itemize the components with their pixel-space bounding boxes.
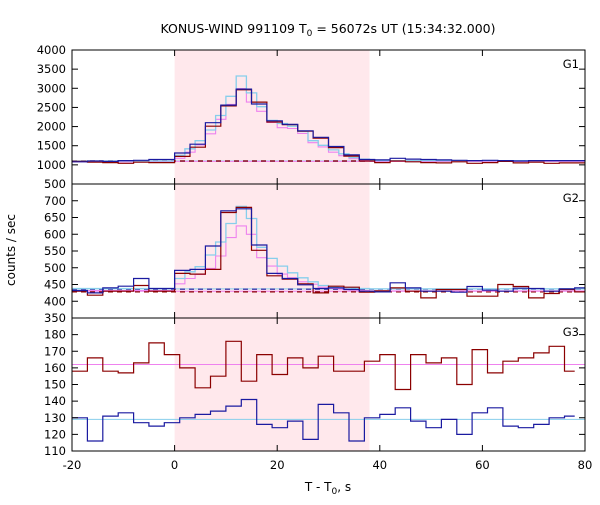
- panel-g2: 350 400 450 500 550 600 650 700 G2: [44, 183, 586, 325]
- y-tick-label: 450: [44, 278, 66, 292]
- y-tick-label: 3000: [37, 81, 66, 95]
- shaded-interval-g1: [174, 50, 370, 184]
- panel-label-g2: G2: [563, 191, 579, 205]
- y-tick-label: 110: [44, 444, 66, 458]
- y-tick-label: 140: [44, 394, 66, 408]
- y-tick-label: 4000: [37, 43, 66, 57]
- histogram-coarse-low: [72, 340, 575, 391]
- x-axis-label-main: T - T: [304, 480, 332, 494]
- y-tick-label: 170: [44, 344, 66, 358]
- panel-label-g3: G3: [563, 325, 579, 339]
- chart-title-rest: = 56072s UT (15:34:32.000): [312, 21, 495, 36]
- shaded-interval-g3: [174, 318, 370, 451]
- x-tick-label: 40: [372, 458, 387, 472]
- histogram-coarse-high: [72, 398, 575, 442]
- shaded-interval-g2: [174, 184, 370, 318]
- y-tick-label: 2500: [37, 100, 66, 114]
- histogram-coarse-high: [72, 88, 585, 163]
- y-tick-label: 160: [44, 361, 66, 375]
- y-tick-label: 180: [44, 328, 66, 342]
- y-tick-label: 350: [44, 311, 66, 325]
- x-tick-label: 60: [475, 458, 490, 472]
- y-tick-label: 500: [44, 261, 66, 275]
- x-axis-label: T - T0, s: [304, 480, 351, 497]
- y-tick-label: 400: [44, 294, 66, 308]
- chart-title-main: KONUS-WIND 991109 T: [160, 21, 306, 36]
- histogram-coarse-high: [72, 208, 585, 294]
- x-axis-label-rest: , s: [337, 480, 351, 494]
- y-tick-label: 150: [44, 378, 66, 392]
- panel-label-g1: G1: [563, 57, 579, 71]
- y-tick-label: 550: [44, 244, 66, 258]
- plot-area: 5001000150020002500300035004000G13504004…: [37, 43, 593, 472]
- y-tick-label: 650: [44, 211, 66, 225]
- x-axis-label-subscript: 0: [332, 487, 338, 497]
- y-tick-label: 2000: [37, 120, 66, 134]
- y-tick-label: 600: [44, 227, 66, 241]
- panel-g3: 110 120 130 140 150 160 170 180 G3: [44, 317, 586, 458]
- y-axis-label: counts / sec: [4, 214, 18, 286]
- x-tick-label: -20: [63, 458, 82, 472]
- x-tick-label: 20: [270, 458, 285, 472]
- x-tick-label: 80: [578, 458, 593, 472]
- panel-g1: 500 1000 1500 2000 2500 3000 3500 4000 G1: [37, 43, 586, 191]
- y-tick-label: 700: [44, 194, 66, 208]
- y-tick-label: 3500: [37, 62, 66, 76]
- x-tick-label: 0: [171, 458, 178, 472]
- y-tick-label: 1000: [37, 158, 66, 172]
- y-tick-label: 130: [44, 411, 66, 425]
- histogram-coarse-low: [72, 89, 585, 164]
- y-tick-label: 500: [44, 177, 66, 191]
- y-tick-label: 120: [44, 427, 66, 441]
- chart-title-subscript: 0: [307, 29, 313, 39]
- chart-title: KONUS-WIND 991109 T0 = 56072s UT (15:34:…: [160, 21, 495, 39]
- y-tick-label: 1500: [37, 139, 66, 153]
